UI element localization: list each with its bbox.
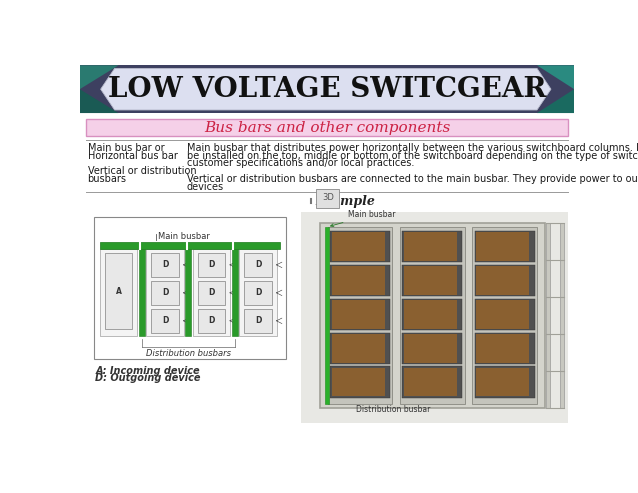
Text: A: A [115, 287, 121, 296]
Bar [151, 309, 179, 332]
Bar [475, 366, 535, 398]
Text: D: D [209, 288, 215, 297]
Bar [472, 227, 537, 404]
Polygon shape [80, 65, 119, 89]
Text: Example: Example [315, 195, 375, 208]
Text: Main busbar: Main busbar [158, 232, 210, 241]
Polygon shape [537, 65, 574, 89]
Bar [325, 227, 329, 404]
Bar [404, 300, 457, 329]
Bar [193, 249, 230, 336]
Bar [403, 231, 463, 262]
Text: D: D [255, 288, 261, 297]
Bar [404, 334, 457, 362]
Bar [332, 334, 385, 362]
Bar [328, 227, 392, 404]
Bar [403, 366, 463, 398]
Bar [94, 217, 286, 359]
Text: Main busbar: Main busbar [330, 210, 396, 227]
Bar [403, 332, 463, 364]
Text: customer specifications and/or local practices.: customer specifications and/or local pra… [187, 158, 414, 169]
Polygon shape [537, 89, 574, 113]
Bar [475, 299, 535, 330]
Bar [300, 211, 568, 423]
Bar [330, 366, 390, 398]
Bar [404, 266, 457, 295]
Bar [198, 281, 225, 305]
Text: Vertical or distribution busbars are connected to the main busbar. They provide : Vertical or distribution busbars are con… [187, 174, 638, 184]
Bar [404, 368, 457, 396]
Polygon shape [80, 89, 119, 113]
Bar [232, 249, 238, 336]
Bar [100, 242, 279, 249]
Bar [403, 265, 463, 296]
Bar [330, 265, 390, 296]
Bar [330, 299, 390, 330]
Bar [475, 265, 535, 296]
Bar [546, 223, 550, 408]
Bar [332, 300, 385, 329]
Bar [332, 368, 385, 396]
Text: D: D [162, 288, 168, 297]
Bar [330, 231, 390, 262]
Text: LOW VOLTAGE SWITCGEAR: LOW VOLTAGE SWITCGEAR [108, 76, 546, 104]
Text: Bus bars and other components: Bus bars and other components [204, 121, 450, 135]
Bar [332, 266, 385, 295]
Bar [239, 249, 277, 336]
Bar [151, 281, 179, 305]
Text: D: Outgoing device: D: Outgoing device [95, 373, 201, 384]
Bar [330, 332, 390, 364]
Bar [475, 231, 535, 262]
Bar [332, 232, 385, 261]
Bar [151, 253, 179, 277]
Bar [560, 223, 564, 408]
Text: D: D [209, 260, 215, 269]
Text: Distribution busbars: Distribution busbars [145, 350, 231, 358]
Text: Distribution busbar: Distribution busbar [330, 393, 430, 414]
Bar [475, 332, 535, 364]
Bar [80, 65, 574, 113]
Bar [198, 253, 225, 277]
Bar [146, 249, 184, 336]
Bar [138, 249, 145, 336]
Bar [105, 253, 133, 329]
Text: Horizontal bus bar: Horizontal bus bar [87, 151, 177, 161]
Bar [185, 249, 191, 336]
Bar [244, 281, 272, 305]
Text: Main bus bar or: Main bus bar or [87, 143, 164, 153]
Text: D: D [255, 317, 261, 325]
Bar [477, 334, 530, 362]
Bar [403, 299, 463, 330]
Bar [320, 223, 545, 408]
Text: be installed on the top, middle or bottom of the switchboard depending on the ty: be installed on the top, middle or botto… [187, 151, 638, 161]
Text: D: D [255, 260, 261, 269]
Bar [244, 253, 272, 277]
Bar [86, 119, 568, 136]
Bar [400, 227, 464, 404]
Bar [404, 232, 457, 261]
Bar [477, 368, 530, 396]
Bar [477, 266, 530, 295]
Bar [198, 309, 225, 332]
Bar [477, 300, 530, 329]
Text: Vertical or distribution: Vertical or distribution [87, 166, 196, 176]
Text: D: D [209, 317, 215, 325]
Text: D: D [162, 260, 168, 269]
Bar [316, 188, 339, 208]
Text: 3D: 3D [322, 193, 334, 202]
Text: A: Incoming device: A: Incoming device [95, 366, 200, 376]
Bar [477, 232, 530, 261]
Bar [100, 249, 137, 336]
Text: busbars: busbars [87, 174, 126, 184]
Text: devices: devices [187, 181, 224, 192]
Text: Main busbar that distributes power horizontally between the various switchboard : Main busbar that distributes power horiz… [187, 143, 638, 153]
Text: D: D [162, 317, 168, 325]
Polygon shape [101, 69, 551, 110]
Bar [244, 309, 272, 332]
